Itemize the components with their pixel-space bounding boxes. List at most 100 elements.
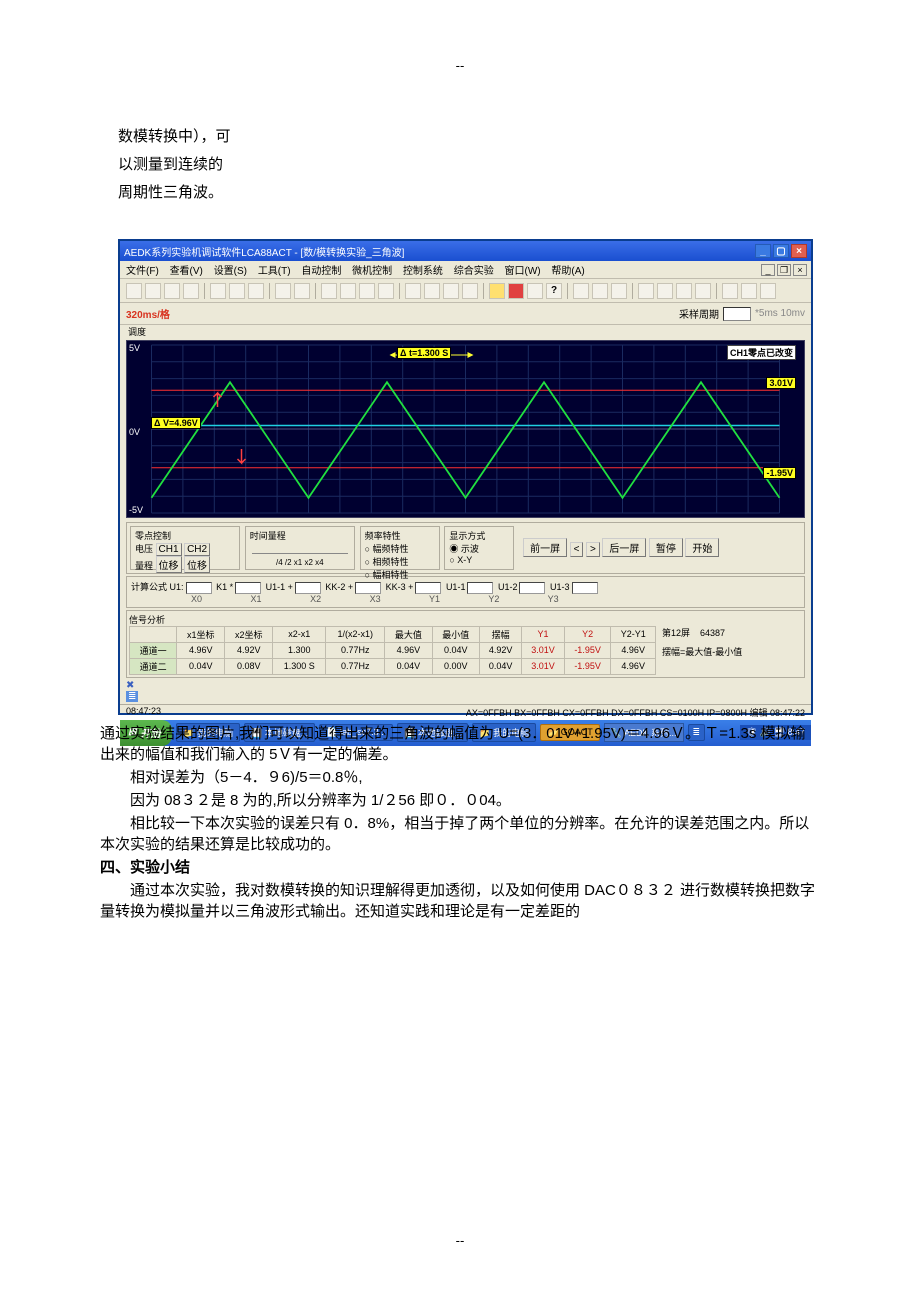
tb-play-icon[interactable] bbox=[695, 283, 711, 299]
disp-opt-a[interactable]: ◉ 示波 bbox=[449, 542, 509, 555]
tb-copy[interactable] bbox=[229, 283, 245, 299]
menu-exp[interactable]: 综合实验 bbox=[454, 266, 494, 277]
zero-volt-label: 电压 bbox=[135, 544, 153, 554]
pos1[interactable]: 位移 bbox=[156, 556, 182, 573]
menu-micro[interactable]: 微机控制 bbox=[352, 266, 392, 277]
menu-items[interactable]: 文件(F) 查看(V) 设置(S) 工具(T) 自动控制 微机控制 控制系统 综… bbox=[126, 262, 593, 277]
tb-b1[interactable] bbox=[405, 283, 421, 299]
screen-val: 64387 bbox=[700, 628, 725, 638]
page-footer-dash: -- bbox=[0, 1233, 920, 1248]
mdi-close[interactable]: × bbox=[793, 264, 807, 276]
para-3: 因为 08３２是 8 为的,所以分辨率为 1/２56 即０．０04。 bbox=[100, 790, 820, 811]
h2: x2-x1 bbox=[273, 626, 326, 642]
tb-c1[interactable] bbox=[573, 283, 589, 299]
freq-opt-a[interactable]: ○ 幅频特性 bbox=[365, 542, 435, 555]
y-neg5v: -5V bbox=[129, 505, 143, 515]
tb-print[interactable] bbox=[183, 283, 199, 299]
h7: Y1 bbox=[522, 626, 564, 642]
f-in7[interactable] bbox=[572, 582, 598, 594]
badge-dt: Δ t=1.300 S bbox=[397, 347, 451, 359]
tb-d3[interactable] bbox=[676, 283, 692, 299]
f-in0[interactable] bbox=[186, 582, 212, 594]
next-button[interactable]: 后一屏 bbox=[602, 538, 646, 557]
oscilloscope: 5V 0V -5V Δ V=4.96V Δ t=1.300 S CH1零点已改变… bbox=[126, 340, 805, 518]
prev-button[interactable]: 前一屏 bbox=[523, 538, 567, 557]
h6: 摆幅 bbox=[479, 626, 521, 642]
tb-d1[interactable] bbox=[638, 283, 654, 299]
tb-flag-icon[interactable] bbox=[489, 283, 505, 299]
close-x-icon[interactable]: ✖ bbox=[126, 680, 134, 691]
control-strip: 320ms/格 采样周期 *5ms 10mv bbox=[120, 303, 811, 325]
fr-1: X1 bbox=[251, 594, 262, 604]
f-in5[interactable] bbox=[467, 582, 493, 594]
tb-b2[interactable] bbox=[424, 283, 440, 299]
tb-b4[interactable] bbox=[462, 283, 478, 299]
tb-c3[interactable] bbox=[611, 283, 627, 299]
tb-a4[interactable] bbox=[378, 283, 394, 299]
tb-e1[interactable] bbox=[722, 283, 738, 299]
tb-pen-icon[interactable] bbox=[527, 283, 543, 299]
minimize-button[interactable]: _ bbox=[755, 244, 771, 258]
tb-cut[interactable] bbox=[210, 283, 226, 299]
tb-e2[interactable] bbox=[741, 283, 757, 299]
para-5: 通过本次实验，我对数模转换的知识理解得更加透彻，以及如何使用 DAC０８３２ 进… bbox=[100, 880, 820, 922]
pos2[interactable]: 位移 bbox=[184, 556, 210, 573]
tb-a1[interactable] bbox=[321, 283, 337, 299]
nav-right[interactable]: > bbox=[586, 542, 600, 557]
fr-3: X3 bbox=[370, 594, 381, 604]
tb-arrow-icon[interactable] bbox=[760, 283, 776, 299]
tb-rec-icon[interactable] bbox=[508, 283, 524, 299]
y-5v: 5V bbox=[129, 343, 140, 353]
nav-left[interactable]: < bbox=[570, 542, 584, 557]
f-in6[interactable] bbox=[519, 582, 545, 594]
freq-title: 频率特性 bbox=[365, 529, 435, 542]
f-in2[interactable] bbox=[295, 582, 321, 594]
ch2-button[interactable]: 通道二 bbox=[130, 658, 177, 674]
window-title: AEDK系列实验机调试软件LCA88ACT - [数/模转换实验_三角波] bbox=[124, 244, 404, 259]
menu-file[interactable]: 文件(F) bbox=[126, 266, 159, 277]
mdi-min[interactable]: _ bbox=[761, 264, 775, 276]
tb-a3[interactable] bbox=[359, 283, 375, 299]
f-in1[interactable] bbox=[235, 582, 261, 594]
menu-auto[interactable]: 自动控制 bbox=[301, 266, 341, 277]
tb-open[interactable] bbox=[145, 283, 161, 299]
f-in4[interactable] bbox=[415, 582, 441, 594]
tb-new[interactable] bbox=[126, 283, 142, 299]
menu-view[interactable]: 查看(V) bbox=[170, 266, 203, 277]
ch2-sel[interactable]: CH2 bbox=[184, 543, 210, 556]
list-icon[interactable]: ≣ bbox=[126, 691, 138, 702]
menubar: 文件(F) 查看(V) 设置(S) 工具(T) 自动控制 微机控制 控制系统 综… bbox=[120, 261, 811, 279]
tb-save[interactable] bbox=[164, 283, 180, 299]
menu-tools[interactable]: 工具(T) bbox=[258, 266, 291, 277]
start-button[interactable]: 开始 bbox=[685, 538, 719, 557]
menu-ctrlsys[interactable]: 控制系统 bbox=[403, 266, 443, 277]
fr-6: Y3 bbox=[548, 594, 559, 604]
f-t2: U1-1 + bbox=[266, 582, 293, 592]
pause-button[interactable]: 暂停 bbox=[649, 538, 683, 557]
mdi-max[interactable]: ❐ bbox=[777, 264, 791, 276]
tb-paste[interactable] bbox=[248, 283, 264, 299]
maximize-button[interactable]: ▢ bbox=[773, 244, 789, 258]
menu-window[interactable]: 窗口(W) bbox=[505, 266, 541, 277]
fr-5: Y2 bbox=[488, 594, 499, 604]
f-in3[interactable] bbox=[355, 582, 381, 594]
f-t6: U1-2 bbox=[498, 582, 518, 592]
tb-c2[interactable] bbox=[592, 283, 608, 299]
intro-line1: 数模转换中），可 bbox=[118, 123, 920, 151]
disp-opt-b[interactable]: ○ X-Y bbox=[449, 555, 509, 565]
ch1-sel[interactable]: CH1 bbox=[156, 543, 182, 556]
sample-period-input[interactable] bbox=[723, 307, 751, 321]
menu-help[interactable]: 帮助(A) bbox=[551, 266, 584, 277]
close-button[interactable]: × bbox=[791, 244, 807, 258]
tb-b3[interactable] bbox=[443, 283, 459, 299]
ch1-button[interactable]: 通道一 bbox=[130, 642, 177, 658]
tb-undo[interactable] bbox=[275, 283, 291, 299]
tb-a2[interactable] bbox=[340, 283, 356, 299]
tb-redo[interactable] bbox=[294, 283, 310, 299]
para-2: 相对误差为（5－4．９6)/5＝0.8％, bbox=[100, 767, 820, 788]
menu-settings[interactable]: 设置(S) bbox=[214, 266, 247, 277]
tb-help-icon[interactable]: ? bbox=[546, 283, 562, 299]
tb-d2[interactable] bbox=[657, 283, 673, 299]
freq-opt-b[interactable]: ○ 相频特性 bbox=[365, 555, 435, 568]
fr-4: Y1 bbox=[429, 594, 440, 604]
